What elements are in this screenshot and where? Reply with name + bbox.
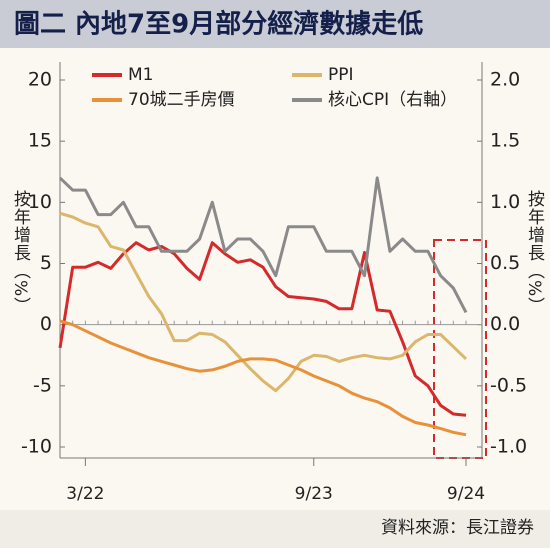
y2-tick-label: 0.5 bbox=[490, 252, 520, 274]
y2-tick-label: 1.0 bbox=[490, 191, 520, 213]
x-tick-label: 3/22 bbox=[66, 484, 104, 504]
y2-tick-label: 0.0 bbox=[490, 313, 520, 335]
y-tick-label: 5 bbox=[40, 252, 52, 274]
legend-label: 核心CPI（右軸） bbox=[328, 90, 457, 110]
series-line bbox=[58, 176, 468, 314]
title-bar bbox=[0, 0, 550, 48]
y-tick-label: -5 bbox=[33, 374, 52, 396]
y2-tick-label: 1.5 bbox=[490, 130, 520, 152]
source-bar bbox=[0, 510, 550, 548]
y-tick-label: 15 bbox=[28, 130, 52, 152]
x-tick-label: 9/24 bbox=[447, 484, 485, 504]
series-line bbox=[58, 241, 467, 417]
y-tick-label: 0 bbox=[40, 313, 52, 335]
y-tick-label: 20 bbox=[28, 69, 52, 91]
series-line bbox=[59, 319, 467, 437]
y2-tick-label: -1.0 bbox=[490, 436, 527, 458]
legend-label: PPI bbox=[328, 65, 354, 85]
source: 資料來源：長江證券 bbox=[381, 518, 534, 538]
legend-label: 70城二手房價 bbox=[128, 90, 235, 110]
y2-axis-label: 按年增長（%） bbox=[524, 190, 544, 316]
y-tick-label: 10 bbox=[28, 191, 52, 213]
x-tick-label: 9/23 bbox=[295, 484, 333, 504]
y2-tick-label: 2.0 bbox=[490, 69, 520, 91]
y2-tick-label: -0.5 bbox=[490, 374, 527, 396]
y-tick-label: -10 bbox=[21, 436, 52, 458]
highlight-box bbox=[433, 239, 487, 459]
legend-label: M1 bbox=[128, 65, 153, 85]
series-line bbox=[59, 211, 468, 393]
chart-title: 圖二 內地7至9月部分經濟數據走低 bbox=[14, 9, 423, 40]
y-axis-label: 按年增長（%） bbox=[10, 190, 30, 316]
